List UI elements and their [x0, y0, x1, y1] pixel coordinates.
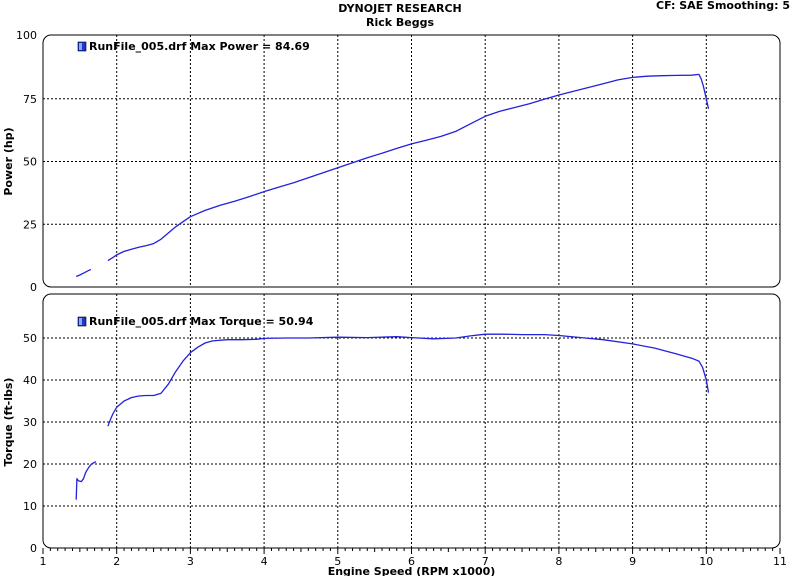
header-info: CF: SAE Smoothing: 5	[656, 0, 790, 12]
legend-label: RunFile_005.drf Max Power = 84.69	[89, 40, 310, 53]
x-tick-label: 10	[699, 555, 713, 568]
series-line	[75, 461, 97, 500]
x-tick-label: 5	[334, 555, 341, 568]
legend-swatch-highlight	[79, 43, 82, 50]
series-line	[75, 268, 92, 278]
y-tick-label: 75	[23, 93, 37, 106]
y-tick-label: 20	[23, 458, 37, 471]
legend-swatch-highlight	[79, 318, 82, 325]
x-tick-label: 1	[40, 555, 47, 568]
y-tick-label: 25	[23, 218, 37, 231]
x-tick-label: 6	[408, 555, 415, 568]
y-axis-title: Power (hp)	[2, 127, 15, 195]
x-tick-label: 9	[629, 555, 636, 568]
panel-frame	[42, 293, 781, 549]
x-tick-label: 7	[482, 555, 489, 568]
torque-panel: 0 10 20 30 40 50 1 2 3 4 5 6 7 8 9 10 11 Engine Speed (RP…	[2, 293, 787, 576]
legend-label: RunFile_005.drf Max Torque = 50.94	[89, 315, 314, 328]
y-tick-label: 0	[30, 281, 37, 294]
x-tick-label: 11	[773, 555, 787, 568]
header-subtitle: Rick Beggs	[366, 16, 434, 29]
y-tick-label: 0	[30, 542, 37, 555]
x-tick-label: 3	[187, 555, 194, 568]
y-axis-title: Torque (ft-lbs)	[2, 378, 15, 467]
x-tick-label: 8	[555, 555, 562, 568]
y-tick-label: 10	[23, 500, 37, 513]
y-tick-label: 50	[23, 332, 37, 345]
y-tick-label: 100	[16, 29, 37, 42]
x-tick-label: 4	[261, 555, 268, 568]
series-line	[107, 73, 710, 262]
x-axis-title: Engine Speed (RPM x1000)	[328, 565, 496, 576]
power-panel: 0 25 50 75 100 Power (hp) RunFile_005.drf Max …	[2, 29, 781, 294]
x-tick-label: 2	[113, 555, 120, 568]
y-tick-label: 40	[23, 374, 37, 387]
y-tick-label: 50	[23, 156, 37, 169]
y-tick-label: 30	[23, 416, 37, 429]
header-title: DYNOJET RESEARCH	[338, 2, 461, 15]
series-line	[107, 333, 710, 427]
